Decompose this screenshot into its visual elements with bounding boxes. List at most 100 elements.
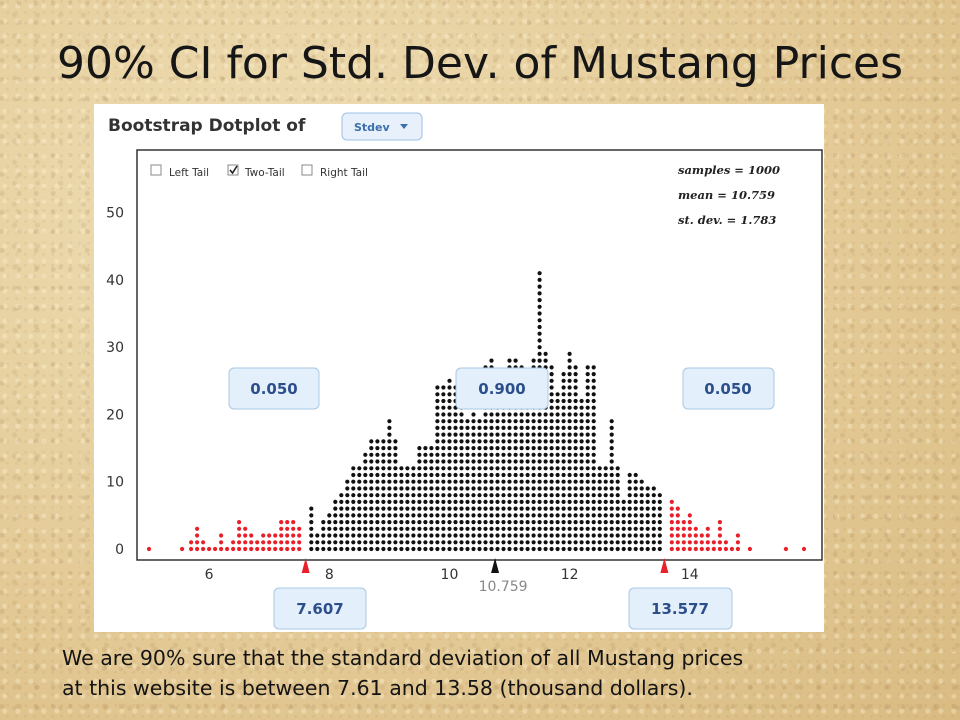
middle-dot bbox=[591, 372, 596, 377]
middle-dot bbox=[519, 513, 524, 518]
left-tail-option[interactable]: Left Tail bbox=[150, 164, 209, 179]
middle-dot bbox=[513, 479, 518, 484]
middle-dot bbox=[645, 486, 650, 491]
middle-dot bbox=[597, 486, 602, 491]
middle-dot bbox=[549, 520, 554, 525]
middle-dot bbox=[387, 533, 392, 538]
middle-dot bbox=[351, 466, 356, 471]
middle-dot bbox=[357, 540, 362, 545]
middle-dot bbox=[387, 540, 392, 545]
middle-dot bbox=[459, 472, 464, 478]
middle-dot bbox=[441, 546, 446, 552]
middle-dot bbox=[585, 405, 590, 410]
middle-dot bbox=[435, 526, 440, 531]
middle-dot bbox=[573, 392, 578, 397]
middle-dot bbox=[471, 546, 476, 552]
middle-dot bbox=[399, 472, 404, 478]
lower-bound-box[interactable]: 7.607 bbox=[273, 587, 367, 630]
middle-dot bbox=[471, 520, 476, 525]
middle-dot bbox=[531, 446, 536, 451]
middle-dot bbox=[411, 493, 416, 498]
middle-dot bbox=[471, 513, 476, 518]
middle-dot bbox=[549, 540, 554, 545]
middle-dot bbox=[627, 540, 632, 545]
middle-dot bbox=[591, 466, 596, 471]
middle-dot bbox=[651, 506, 656, 511]
middle-dot bbox=[537, 271, 542, 276]
middle-dot bbox=[435, 513, 440, 518]
tail-dot bbox=[291, 533, 296, 538]
middle-dot bbox=[603, 499, 608, 504]
middle-dot bbox=[639, 513, 644, 518]
middle-dot bbox=[441, 412, 446, 417]
right-tail-option[interactable]: Right Tail bbox=[301, 164, 368, 179]
middle-dot bbox=[591, 385, 596, 390]
middle-dot bbox=[483, 493, 488, 498]
tail-dot bbox=[705, 540, 710, 545]
tail-dot bbox=[285, 533, 290, 538]
middle-dot bbox=[561, 540, 566, 545]
middle-dot bbox=[651, 533, 656, 538]
middle-dot bbox=[405, 513, 410, 518]
middle-dot bbox=[645, 493, 650, 498]
middle-dot bbox=[447, 540, 452, 545]
middle-dot bbox=[561, 520, 566, 525]
middle-dot bbox=[477, 459, 482, 464]
middle-dot bbox=[483, 432, 488, 437]
middle-dot bbox=[453, 439, 458, 444]
middle-dot bbox=[579, 466, 584, 471]
middle-dot bbox=[321, 520, 326, 525]
middle-dot bbox=[537, 351, 542, 356]
middle-dot bbox=[609, 425, 614, 430]
right-tail-checkbox[interactable] bbox=[301, 164, 313, 176]
middle-dot bbox=[405, 479, 410, 484]
middle-dot bbox=[351, 506, 356, 511]
middle-dot bbox=[543, 540, 548, 545]
proportion-box-right[interactable]: 0.050 bbox=[682, 367, 775, 410]
middle-dot bbox=[351, 493, 356, 498]
statistic-dropdown[interactable]: Stdev bbox=[341, 112, 423, 141]
middle-dot bbox=[657, 493, 662, 498]
middle-dot bbox=[537, 546, 542, 552]
middle-dot bbox=[603, 472, 608, 478]
middle-dot bbox=[513, 499, 518, 504]
middle-dot bbox=[567, 513, 572, 518]
middle-dot bbox=[321, 546, 326, 552]
middle-dot bbox=[483, 452, 488, 457]
middle-dot bbox=[579, 425, 584, 430]
upper-bound-marker-icon[interactable] bbox=[660, 558, 669, 573]
upper-bound-box[interactable]: 13.577 bbox=[628, 587, 733, 630]
panel-header: Bootstrap Dotplot of bbox=[108, 116, 306, 136]
two-tail-checkbox[interactable] bbox=[227, 164, 239, 176]
middle-dot bbox=[495, 486, 500, 491]
middle-dot bbox=[513, 439, 518, 444]
middle-dot bbox=[531, 513, 536, 518]
middle-dot bbox=[489, 526, 494, 531]
lower-bound-marker-icon[interactable] bbox=[301, 558, 310, 573]
middle-dot bbox=[513, 432, 518, 437]
middle-dot bbox=[459, 439, 464, 444]
middle-dot bbox=[483, 466, 488, 471]
middle-dot bbox=[333, 513, 338, 518]
middle-dot bbox=[555, 446, 560, 451]
middle-dot bbox=[507, 486, 512, 491]
middle-dot bbox=[441, 425, 446, 430]
lower-bound-value: 7.607 bbox=[296, 600, 343, 618]
middle-dot bbox=[357, 472, 362, 478]
middle-dot bbox=[549, 526, 554, 531]
middle-dot bbox=[561, 398, 566, 404]
middle-dot bbox=[555, 486, 560, 491]
middle-dot bbox=[513, 513, 518, 518]
two-tail-option[interactable]: Two-Tail bbox=[227, 164, 285, 179]
proportion-box-left[interactable]: 0.050 bbox=[228, 367, 320, 410]
middle-dot bbox=[627, 526, 632, 531]
proportion-box-middle[interactable]: 0.900 bbox=[455, 367, 549, 410]
middle-dot bbox=[429, 466, 434, 471]
middle-dot bbox=[567, 372, 572, 377]
middle-dot bbox=[435, 493, 440, 498]
middle-dot bbox=[363, 520, 368, 525]
left-tail-checkbox[interactable] bbox=[150, 164, 162, 176]
middle-dot bbox=[453, 520, 458, 525]
upper-bound-value: 13.577 bbox=[651, 600, 709, 618]
middle-dot bbox=[609, 520, 614, 525]
